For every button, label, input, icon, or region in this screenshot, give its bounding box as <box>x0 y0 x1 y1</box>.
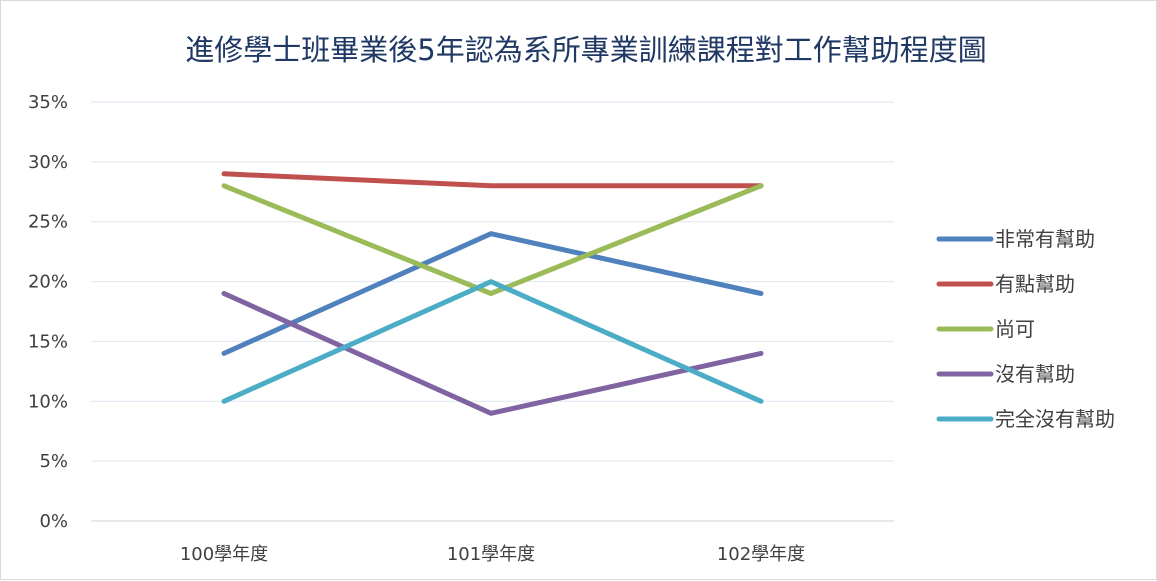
legend-label: 尚可 <box>995 317 1035 341</box>
legend-label: 沒有幫助 <box>995 362 1075 386</box>
legend-label: 完全沒有幫助 <box>995 407 1115 431</box>
y-tick-label: 35% <box>28 92 68 113</box>
y-axis-ticks: 0% 5% 10% 15% 20% 25% 30% 35% <box>28 92 68 532</box>
y-tick-label: 25% <box>28 212 68 233</box>
y-tick-label: 0% <box>39 511 68 532</box>
legend-label: 非常有幫助 <box>995 227 1095 251</box>
y-tick-label: 10% <box>28 391 68 412</box>
chart-title: 進修學士班畢業後5年認為系所專業訓練課程對工作幫助程度圖 <box>185 33 986 67</box>
y-tick-label: 5% <box>39 451 68 472</box>
series-line <box>221 279 764 404</box>
series-line <box>221 183 764 296</box>
x-tick-label: 100學年度 <box>180 544 268 565</box>
series-line <box>221 231 764 356</box>
y-tick-label: 15% <box>28 331 68 352</box>
x-axis-ticks: 100學年度 101學年度 102學年度 <box>180 544 805 565</box>
series-lines <box>221 171 764 416</box>
x-tick-label: 101學年度 <box>447 544 535 565</box>
x-tick-label: 102學年度 <box>717 544 805 565</box>
legend-label: 有點幫助 <box>995 272 1075 296</box>
series-line <box>221 291 764 416</box>
y-tick-label: 20% <box>28 272 68 293</box>
gridlines <box>91 101 894 522</box>
series-line <box>221 171 764 189</box>
y-tick-label: 30% <box>28 152 68 173</box>
